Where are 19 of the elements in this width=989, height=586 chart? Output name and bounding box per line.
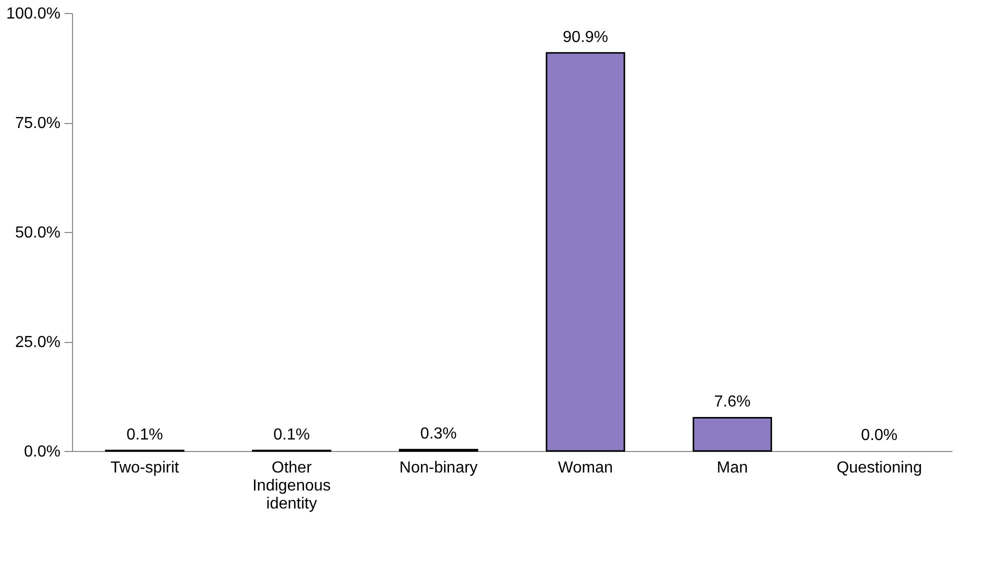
- x-tick-label: Non-binary: [399, 460, 478, 476]
- x-tick-label: Other Indigenous identity: [252, 460, 331, 512]
- data-label: 0.0%: [861, 427, 898, 444]
- data-label: 0.1%: [273, 426, 310, 444]
- x-tick-label: Two-spirit: [110, 460, 180, 476]
- y-tick-label: 0.0%: [24, 444, 60, 460]
- x-tick-label: Woman: [558, 460, 613, 476]
- x-tick-label: Man: [716, 460, 748, 476]
- bar: [546, 52, 626, 452]
- y-tick-label: 25.0%: [15, 334, 60, 351]
- data-label: 7.6%: [714, 394, 751, 411]
- bar: [692, 416, 772, 452]
- y-tick-label: 50.0%: [15, 224, 60, 242]
- x-tick-label: Questioning: [836, 460, 922, 476]
- y-tick-label: 75.0%: [15, 115, 60, 132]
- y-tick-label: 100.0%: [6, 6, 60, 22]
- data-label: 0.3%: [420, 426, 457, 443]
- data-label: 90.9%: [562, 28, 608, 46]
- data-label: 0.1%: [126, 426, 163, 444]
